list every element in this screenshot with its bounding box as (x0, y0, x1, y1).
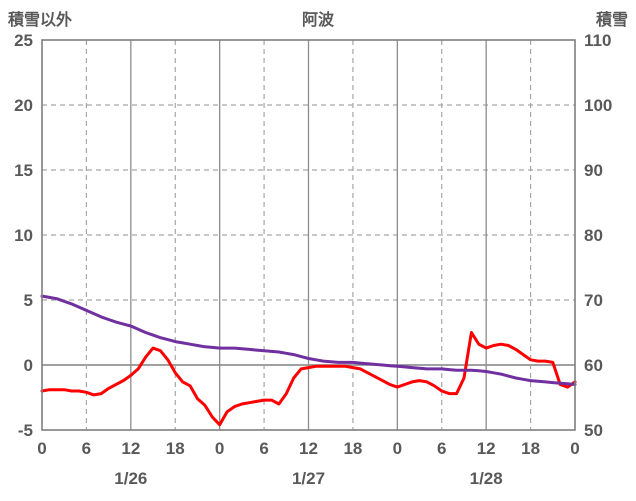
svg-text:18: 18 (343, 439, 362, 458)
svg-text:90: 90 (584, 161, 603, 180)
svg-text:1/28: 1/28 (470, 469, 503, 488)
svg-text:5: 5 (24, 291, 33, 310)
svg-text:-5: -5 (18, 421, 33, 440)
svg-text:60: 60 (584, 356, 603, 375)
svg-text:18: 18 (166, 439, 185, 458)
svg-text:110: 110 (584, 31, 611, 50)
svg-text:80: 80 (584, 226, 603, 245)
svg-text:15: 15 (14, 161, 33, 180)
chart-title: 阿波 (301, 12, 334, 29)
svg-text:70: 70 (584, 291, 603, 310)
svg-text:18: 18 (521, 439, 540, 458)
svg-text:25: 25 (14, 31, 33, 50)
svg-text:12: 12 (299, 439, 318, 458)
right-axis-title: 積雪 (595, 12, 628, 29)
left-axis-title: 積雪以外 (8, 12, 73, 29)
svg-text:6: 6 (437, 439, 446, 458)
svg-text:1/27: 1/27 (292, 469, 325, 488)
svg-text:100: 100 (584, 96, 612, 115)
svg-text:12: 12 (477, 439, 496, 458)
svg-text:0: 0 (570, 439, 579, 458)
svg-text:0: 0 (393, 439, 402, 458)
svg-text:20: 20 (14, 96, 33, 115)
svg-text:10: 10 (14, 226, 33, 245)
svg-text:0: 0 (215, 439, 224, 458)
svg-text:6: 6 (82, 439, 91, 458)
svg-text:50: 50 (584, 421, 603, 440)
svg-text:6: 6 (259, 439, 268, 458)
svg-text:1/26: 1/26 (114, 469, 147, 488)
svg-text:0: 0 (24, 356, 33, 375)
svg-text:12: 12 (121, 439, 140, 458)
svg-text:0: 0 (37, 439, 46, 458)
